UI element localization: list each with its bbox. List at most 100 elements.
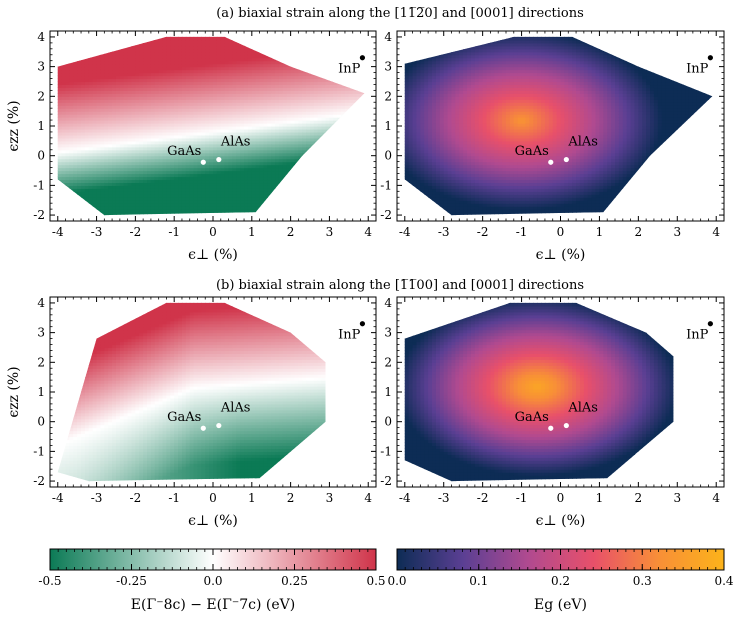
heatmap-field xyxy=(404,302,674,482)
x-tick-label: -4 xyxy=(52,491,64,505)
y-tick-label: 1 xyxy=(384,119,392,133)
x-tick-label: -3 xyxy=(91,225,103,239)
colorbar-tick-label: 0.2 xyxy=(551,574,570,588)
y-tick-label: 3 xyxy=(384,60,392,74)
x-tick-label: 2 xyxy=(635,225,643,239)
y-axis-label: ϵzz (%) xyxy=(6,100,22,151)
x-tick-label: 1 xyxy=(248,225,256,239)
x-tick-label: 3 xyxy=(326,225,334,239)
x-tick-label: -4 xyxy=(52,225,64,239)
heatmap-field xyxy=(404,36,713,216)
panel-1: -4 -3 -2 -1 0 1 2 3 4 -2 -1 0 1 2 3 4 ϵ⊥ (%) ϵzz (%) GaAs A… xyxy=(6,30,377,263)
y-tick-label: -2 xyxy=(33,208,45,222)
colorbar-label: E(Γ⁻8c) − E(Γ⁻7c) (eV) xyxy=(131,597,295,613)
x-tick-label: 0 xyxy=(557,225,565,239)
x-tick-label: -4 xyxy=(399,491,411,505)
material-point-alas xyxy=(216,156,222,163)
x-tick-label: 0 xyxy=(209,491,217,505)
colorbar-tick-label: 0.0 xyxy=(387,574,406,588)
x-tick-label: 2 xyxy=(635,491,643,505)
material-label: InP xyxy=(338,62,361,77)
y-axis-label: ϵzz (%) xyxy=(6,366,22,417)
y-tick-label: 3 xyxy=(37,326,45,340)
material-point-inp xyxy=(359,55,366,61)
x-axis-label: ϵ⊥ (%) xyxy=(188,247,238,263)
x-tick-label: -2 xyxy=(130,491,142,505)
x-axis-label: ϵ⊥ (%) xyxy=(188,513,238,529)
x-tick-label: -1 xyxy=(168,491,180,505)
heatmap-field xyxy=(57,36,365,216)
material-point-gaas xyxy=(548,425,554,431)
panel-4: -4 -3 -2 -1 0 1 2 3 4 -2 -1 0 1 2 3 4 ϵ⊥ (%) GaAs AlAs InP xyxy=(380,296,725,529)
x-tick-label: -4 xyxy=(399,225,411,239)
material-point-alas xyxy=(563,422,569,429)
material-label: GaAs xyxy=(167,410,201,425)
colorbar-tick-label: 0.5 xyxy=(366,574,385,588)
colorbar-tick-label: 0.4 xyxy=(714,574,733,588)
material-label: AlAs xyxy=(220,401,251,416)
y-tick-label: 2 xyxy=(37,355,45,369)
y-tick-label: 2 xyxy=(384,355,392,369)
y-tick-label: 1 xyxy=(37,119,45,133)
y-tick-label: -1 xyxy=(380,444,392,458)
panel-3: -4 -3 -2 -1 0 1 2 3 4 -2 -1 0 1 2 3 4 ϵ⊥ (%) ϵzz (%) GaAs A… xyxy=(6,296,377,529)
y-tick-label: -2 xyxy=(33,474,45,488)
material-point-gaas xyxy=(200,159,206,165)
material-point-inp xyxy=(359,321,366,327)
colorbar-gap: 0.0 0.1 0.2 0.3 0.4 Eg (eV) xyxy=(387,548,734,613)
material-label: GaAs xyxy=(167,144,201,159)
material-label: GaAs xyxy=(515,410,549,425)
x-tick-label: 0 xyxy=(209,225,217,239)
x-axis-label: ϵ⊥ (%) xyxy=(536,513,586,529)
x-tick-label: -2 xyxy=(130,225,142,239)
panel-2: -4 -3 -2 -1 0 1 2 3 4 -2 -1 0 1 2 3 4 ϵ⊥ (%) GaAs AlAs InP xyxy=(380,30,725,263)
y-tick-label: -2 xyxy=(380,474,392,488)
colorbar-label: Eg (eV) xyxy=(534,597,587,613)
x-tick-label: 4 xyxy=(364,225,372,239)
material-point-gaas xyxy=(200,425,206,431)
x-tick-label: -3 xyxy=(91,491,103,505)
y-tick-label: 0 xyxy=(37,149,45,163)
y-tick-label: 1 xyxy=(384,385,392,399)
x-tick-label: -2 xyxy=(477,225,489,239)
y-tick-label: 0 xyxy=(384,415,392,429)
material-point-gaas xyxy=(548,159,554,165)
material-point-inp xyxy=(707,321,713,327)
x-tick-label: 3 xyxy=(673,225,681,239)
heatmap-field xyxy=(57,302,326,482)
x-tick-label: -2 xyxy=(477,491,489,505)
material-label: AlAs xyxy=(567,135,598,150)
y-tick-label: 4 xyxy=(37,296,45,310)
colorbar-tick-label: -0.25 xyxy=(116,574,147,588)
colorbar-tick-label: 0.1 xyxy=(469,574,488,588)
y-tick-label: 1 xyxy=(37,385,45,399)
material-label: AlAs xyxy=(567,401,598,416)
y-tick-label: 0 xyxy=(384,149,392,163)
y-tick-label: -2 xyxy=(380,208,392,222)
y-tick-label: -1 xyxy=(380,178,392,192)
material-label: InP xyxy=(686,328,709,343)
x-tick-label: 1 xyxy=(596,491,604,505)
x-tick-label: -3 xyxy=(438,491,450,505)
y-tick-label: 2 xyxy=(37,89,45,103)
x-tick-label: 0 xyxy=(557,491,565,505)
x-tick-label: 3 xyxy=(673,491,681,505)
colorbar-tick-label: 0.25 xyxy=(281,574,308,588)
x-tick-label: 1 xyxy=(596,225,604,239)
colorbar-diff: -0.5 -0.25 0.0 0.25 0.5 E(Γ⁻8c) − E(Γ⁻7c) (eV… xyxy=(38,548,386,613)
y-tick-label: -1 xyxy=(33,444,45,458)
row-b-title: (b) biaxial strain along the [1̅1̅00] an… xyxy=(216,278,584,293)
y-tick-label: 3 xyxy=(37,60,45,74)
material-point-alas xyxy=(563,156,569,163)
x-tick-label: 3 xyxy=(326,491,334,505)
x-axis-label: ϵ⊥ (%) xyxy=(536,247,586,263)
y-tick-label: 4 xyxy=(384,296,392,310)
x-tick-label: -1 xyxy=(516,225,528,239)
material-label: GaAs xyxy=(515,144,549,159)
colorbar-tick-label: 0.3 xyxy=(633,574,652,588)
colorbars: -0.5 -0.25 0.0 0.25 0.5 E(Γ⁻8c) − E(Γ⁻7c) (eV… xyxy=(38,548,734,613)
y-tick-label: 4 xyxy=(37,30,45,44)
material-label: AlAs xyxy=(220,135,251,150)
x-tick-label: -1 xyxy=(168,225,180,239)
